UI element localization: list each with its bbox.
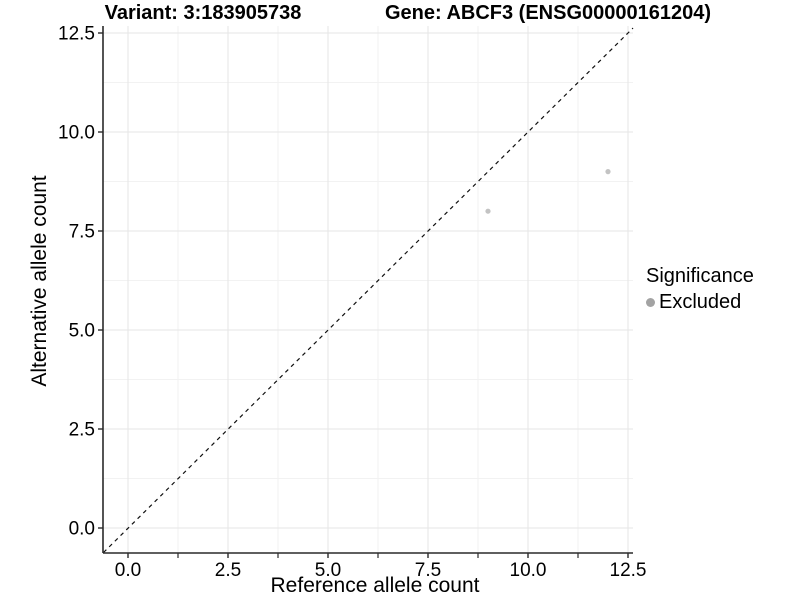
data-point (485, 208, 491, 214)
legend-item-label: Excluded (659, 291, 742, 313)
x-tick-label: 12.5 (610, 560, 647, 581)
data-point (605, 169, 611, 175)
legend-point-icon (646, 298, 655, 307)
identity-dashed-line (103, 27, 634, 553)
variant-title: Variant: 3:183905738 (104, 2, 302, 24)
gene-title: Gene: ABCF3 (ENSG00000161204) (384, 2, 712, 24)
y-tick-label: 12.5 (58, 24, 95, 45)
x-tick-label: 7.5 (415, 560, 441, 581)
y-tick-label: 5.0 (69, 321, 95, 342)
x-tick-label: 0.0 (115, 560, 141, 581)
y-tick-label: 2.5 (69, 420, 95, 441)
legend: Significance Excluded (646, 265, 754, 314)
x-axis-title: Reference allele count (270, 574, 480, 597)
legend-title: Significance (646, 265, 754, 287)
x-tick-label: 2.5 (215, 560, 241, 581)
y-tick-label: 0.0 (69, 519, 95, 540)
x-tick-label: 10.0 (510, 560, 547, 581)
y-tick-label: 10.0 (58, 123, 95, 144)
legend-item-excluded: Excluded (646, 291, 754, 314)
x-tick-label: 5.0 (315, 560, 341, 581)
y-tick-label: 7.5 (69, 222, 95, 243)
